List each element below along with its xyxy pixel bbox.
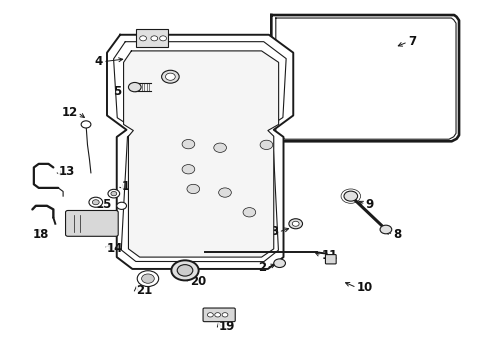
Circle shape [171,260,198,280]
Text: 9: 9 [365,198,373,211]
Text: 14: 14 [107,242,123,255]
Circle shape [142,274,154,283]
Circle shape [165,73,175,80]
Circle shape [207,313,213,317]
Circle shape [214,313,220,317]
Circle shape [81,121,91,128]
Text: 10: 10 [356,281,372,294]
Circle shape [111,192,117,196]
Circle shape [292,221,299,226]
Circle shape [161,70,179,83]
FancyBboxPatch shape [65,211,118,236]
Circle shape [379,225,391,234]
Text: 4: 4 [95,55,103,68]
Text: 16: 16 [122,180,138,193]
Text: 21: 21 [136,284,152,297]
Circle shape [89,197,102,207]
Polygon shape [271,15,458,141]
Text: 2: 2 [258,261,266,274]
Text: 8: 8 [392,228,401,241]
Text: 19: 19 [219,320,235,333]
Text: 12: 12 [61,106,78,119]
Text: 20: 20 [189,275,206,288]
Circle shape [260,140,272,149]
Circle shape [218,188,231,197]
Polygon shape [107,35,293,269]
Text: 18: 18 [32,228,49,241]
FancyBboxPatch shape [136,30,167,47]
Circle shape [140,36,146,41]
Text: 1: 1 [153,163,161,176]
Circle shape [92,200,99,205]
Circle shape [159,36,166,41]
Circle shape [117,202,126,210]
Circle shape [273,259,285,267]
Circle shape [182,165,194,174]
Circle shape [243,208,255,217]
Text: 15: 15 [96,198,112,211]
Circle shape [108,189,120,198]
Text: 3: 3 [270,225,278,238]
Circle shape [186,184,199,194]
FancyBboxPatch shape [325,255,335,264]
Circle shape [177,265,192,276]
Circle shape [151,36,158,41]
Text: 13: 13 [58,165,74,177]
Circle shape [222,313,227,317]
Text: 5: 5 [113,85,122,98]
Circle shape [137,271,158,287]
Circle shape [128,82,141,92]
FancyBboxPatch shape [203,308,235,321]
Circle shape [182,139,194,149]
Circle shape [343,191,357,201]
Text: 6: 6 [168,62,177,75]
Circle shape [288,219,302,229]
Text: 11: 11 [321,249,337,262]
Polygon shape [123,51,278,257]
Text: 7: 7 [407,35,415,49]
Circle shape [213,143,226,152]
Text: 17: 17 [131,209,147,222]
